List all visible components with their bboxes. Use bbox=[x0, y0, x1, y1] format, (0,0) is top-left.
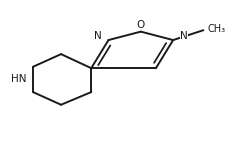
Text: N: N bbox=[179, 31, 187, 41]
Text: N: N bbox=[93, 31, 101, 41]
Text: O: O bbox=[136, 20, 144, 30]
Text: CH₃: CH₃ bbox=[207, 24, 225, 34]
Text: HN: HN bbox=[11, 74, 27, 84]
Text: HN: HN bbox=[11, 74, 27, 84]
